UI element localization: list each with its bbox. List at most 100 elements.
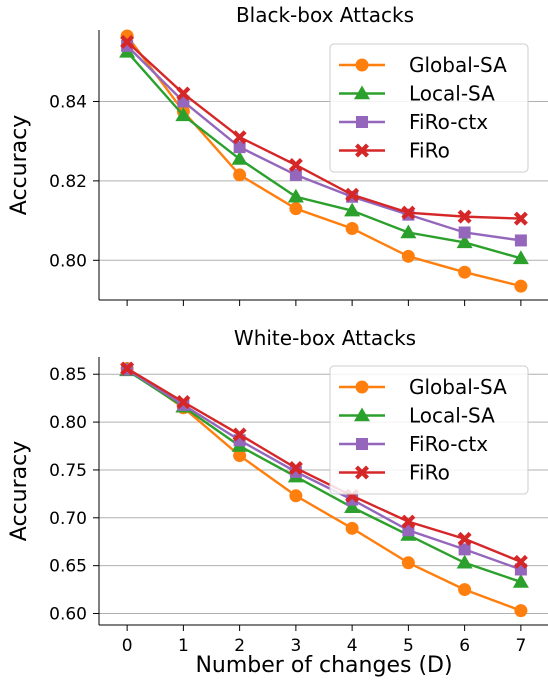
series-line <box>126 45 522 242</box>
panel-black-box: 0.80 0.82 0.84 Black-box Attacks Accuracy Glo… <box>7 3 548 306</box>
data-point <box>513 554 528 569</box>
data-point <box>120 34 135 49</box>
legend-marker <box>355 143 369 158</box>
data-point <box>233 168 247 182</box>
y-tick-label: 0.82 <box>49 172 87 192</box>
legend-item: Local-SA <box>339 404 495 428</box>
data-point <box>233 449 247 463</box>
legend-marker <box>355 58 369 72</box>
legend-marker <box>356 116 368 128</box>
data-point <box>401 249 415 263</box>
x-tick-label: 4 <box>347 636 358 656</box>
legend-item: FiRo <box>339 139 450 163</box>
x-tick-label: 1 <box>178 636 189 656</box>
data-point <box>456 234 473 249</box>
y-axis-label: Accuracy <box>7 115 32 215</box>
x-tick-label: 3 <box>290 636 301 656</box>
data-point <box>513 211 528 226</box>
legend-label: FiRo <box>409 139 450 163</box>
data-point <box>175 107 192 122</box>
data-point <box>288 158 303 172</box>
data-point <box>458 226 471 239</box>
legend-label: FiRo <box>409 461 450 485</box>
data-point <box>401 514 416 529</box>
x-tick-label: 6 <box>459 636 470 656</box>
data-point <box>288 461 303 476</box>
data-point <box>345 187 360 202</box>
y-tick-label: 0.80 <box>49 251 87 271</box>
data-point <box>514 604 528 618</box>
legend-label: Global-SA <box>409 375 507 399</box>
x-axis-label: Number of changes (D) <box>195 653 452 678</box>
data-point <box>176 86 191 101</box>
data-point <box>456 554 473 569</box>
data-point <box>232 427 247 442</box>
y-axis-label: Accuracy <box>7 441 32 541</box>
x-tick-label: 2 <box>234 636 245 656</box>
legend-box <box>329 43 529 173</box>
legend-marker <box>354 85 370 100</box>
legend-label: FiRo-ctx <box>409 432 488 456</box>
data-point <box>289 202 303 216</box>
legend-marker <box>355 465 369 480</box>
legend-item: Local-SA <box>339 82 495 106</box>
series-line <box>126 367 522 563</box>
data-point <box>401 205 416 220</box>
data-point <box>176 395 191 409</box>
data-point <box>345 222 359 236</box>
legend-marker <box>355 380 369 394</box>
data-point <box>232 130 247 145</box>
data-point <box>345 521 359 535</box>
series-line <box>126 51 522 260</box>
x-tick-label: 0 <box>122 636 133 656</box>
legend-item: Global-SA <box>339 53 507 77</box>
legend-label: Global-SA <box>409 53 507 77</box>
y-tick-label: 0.60 <box>49 605 87 625</box>
legend-label: FiRo-ctx <box>409 110 488 134</box>
data-point <box>344 499 361 514</box>
y-tick-label: 0.80 <box>49 413 87 433</box>
series-line <box>126 368 522 571</box>
x-tick-label: 7 <box>515 636 526 656</box>
y-tick-label: 0.85 <box>49 365 87 385</box>
y-tick-label: 0.84 <box>49 92 87 112</box>
chart-title: White-box Attacks <box>234 326 416 350</box>
legend-label: Local-SA <box>409 404 495 428</box>
data-point <box>457 209 472 224</box>
y-tick-label: 0.75 <box>49 461 87 481</box>
y-tick-label: 0.65 <box>49 557 87 577</box>
panel-white-box: 0.60 0.65 0.70 0.75 0.80 0.85 0 1 2 3 4 5 6 7 White-bo… <box>7 326 548 678</box>
x-tick-label: 5 <box>403 636 414 656</box>
legend: Global-SA Local-SA FiRo-ctx FiRo <box>329 43 529 173</box>
legend-label: Local-SA <box>409 82 495 106</box>
legend-marker <box>356 438 368 450</box>
legend-box <box>329 365 529 495</box>
data-point <box>401 556 415 570</box>
data-point <box>231 151 248 165</box>
y-tick-label: 0.70 <box>49 509 87 529</box>
data-point <box>344 202 361 217</box>
series-line <box>126 41 521 220</box>
data-point <box>458 543 471 556</box>
legend-marker <box>354 407 370 422</box>
data-point <box>457 531 472 546</box>
legend-item: FiRo-ctx <box>339 110 488 134</box>
legend-item: FiRo <box>339 461 450 485</box>
data-point <box>458 265 472 279</box>
data-point <box>512 573 529 588</box>
legend-item: FiRo-ctx <box>339 432 488 456</box>
data-point <box>514 234 527 247</box>
series-line <box>126 369 522 584</box>
data-point <box>514 279 528 293</box>
legend-item: Global-SA <box>339 375 507 399</box>
data-point <box>289 168 302 181</box>
series-line <box>126 367 522 612</box>
data-point <box>120 361 135 376</box>
legend: Global-SA Local-SA FiRo-ctx FiRo <box>329 365 529 495</box>
data-point <box>289 489 303 503</box>
data-point <box>287 188 304 203</box>
data-point <box>512 250 529 265</box>
data-point <box>400 224 417 239</box>
chart-title: Black-box Attacks <box>236 3 414 27</box>
